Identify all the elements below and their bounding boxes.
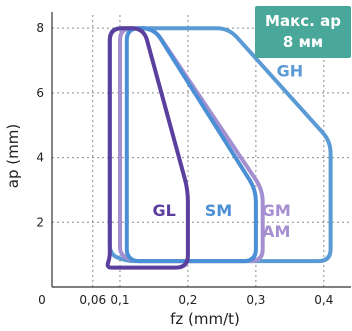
y-axis-label: ap (mm) [4,124,22,188]
region-label-gl: GL [152,201,175,220]
y-tick-label: 4 [36,151,44,165]
y-tick-label: 2 [36,215,44,229]
x-tick-label: 0,06 [79,293,106,307]
region-label-sm: SM [205,201,232,220]
region-label-am: AM [262,222,290,241]
region-sm-outline [124,26,258,264]
x-tick-label: 0,3 [246,293,265,307]
regions [105,26,333,270]
region-label-gh: GH [277,62,304,81]
region-label-gm: GM [262,201,291,220]
region-labels: GH GM AM SM GL [152,62,303,241]
x-axis-label: fz (mm/t) [170,310,240,328]
x-tick-label: 0 [38,293,46,307]
max-ap-badge: Макс. ap 8 мм [255,6,351,58]
x-tick-label: 0,4 [314,293,333,307]
tick-labels: 0 0,06 0,1 0,2 0,3 0,4 2 4 6 8 [36,21,333,307]
y-tick-label: 6 [36,86,44,100]
y-tick-label: 8 [36,21,44,35]
x-tick-label: 0,1 [110,293,129,307]
region-gh-outline [107,26,333,264]
badge-line-2: 8 мм [283,33,323,51]
badge-line-1: Макс. ap [265,12,341,30]
axes [51,12,351,288]
region-gm-outline [118,26,265,264]
region-gl-outline [105,26,190,270]
x-tick-label: 0,2 [178,293,197,307]
